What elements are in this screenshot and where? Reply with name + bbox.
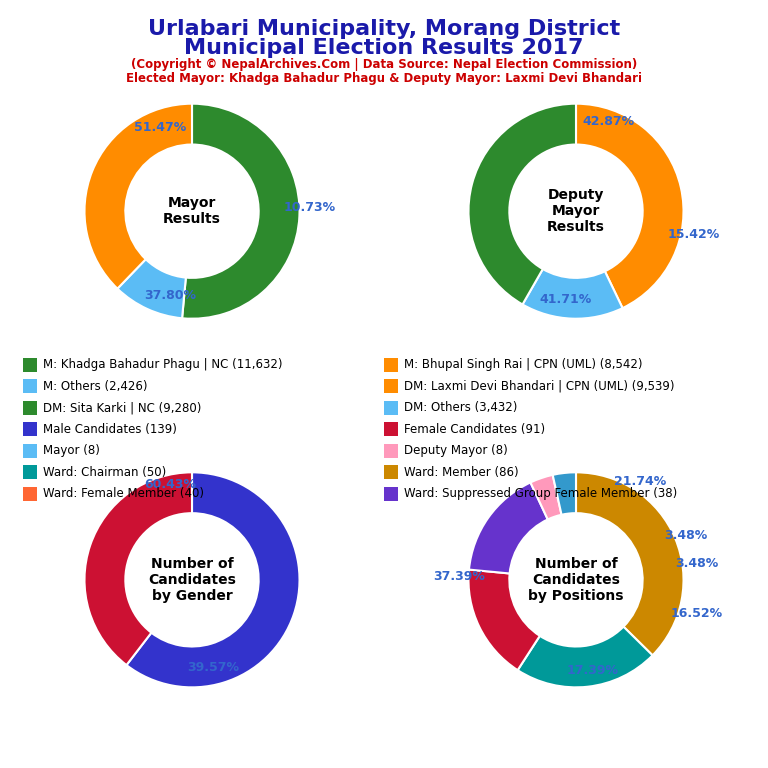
Wedge shape [84, 472, 192, 665]
Text: 3.48%: 3.48% [664, 529, 707, 542]
Wedge shape [518, 627, 653, 687]
Wedge shape [84, 104, 192, 289]
Text: Ward: Chairman (50): Ward: Chairman (50) [43, 466, 166, 478]
Bar [384, 401, 398, 415]
Wedge shape [118, 260, 186, 318]
Text: DM: Sita Karki | NC (9,280): DM: Sita Karki | NC (9,280) [43, 402, 201, 414]
Text: Ward: Member (86): Ward: Member (86) [404, 466, 518, 478]
Text: 17.39%: 17.39% [566, 664, 618, 677]
Wedge shape [553, 472, 576, 515]
Text: DM: Others (3,432): DM: Others (3,432) [404, 402, 518, 414]
Text: 39.57%: 39.57% [187, 661, 240, 674]
Text: M: Others (2,426): M: Others (2,426) [43, 380, 147, 392]
Text: 41.71%: 41.71% [539, 293, 591, 306]
Text: 42.87%: 42.87% [582, 115, 634, 128]
Bar [23, 379, 37, 393]
Text: Mayor (8): Mayor (8) [43, 445, 100, 457]
Text: 37.80%: 37.80% [144, 290, 197, 303]
Wedge shape [468, 570, 540, 670]
Text: 21.74%: 21.74% [614, 475, 666, 488]
Bar [23, 487, 37, 501]
Bar [384, 379, 398, 393]
Text: Number of
Candidates
by Positions: Number of Candidates by Positions [528, 557, 624, 603]
Wedge shape [576, 104, 684, 308]
Wedge shape [522, 269, 623, 319]
Text: 15.42%: 15.42% [667, 228, 720, 241]
Bar [23, 358, 37, 372]
Bar [384, 422, 398, 436]
Bar [384, 487, 398, 501]
Text: 37.39%: 37.39% [432, 570, 485, 583]
Bar [23, 401, 37, 415]
Bar [384, 465, 398, 479]
Text: Ward: Female Member (40): Ward: Female Member (40) [43, 488, 204, 500]
Text: Male Candidates (139): Male Candidates (139) [43, 423, 177, 435]
Wedge shape [182, 104, 300, 319]
Text: Municipal Election Results 2017: Municipal Election Results 2017 [184, 38, 584, 58]
Wedge shape [576, 472, 684, 655]
Text: Ward: Suppressed Group Female Member (38): Ward: Suppressed Group Female Member (38… [404, 488, 677, 500]
Text: 60.43%: 60.43% [144, 478, 197, 492]
Text: Mayor
Results: Mayor Results [163, 196, 221, 227]
Bar [384, 358, 398, 372]
Text: M: Khadga Bahadur Phagu | NC (11,632): M: Khadga Bahadur Phagu | NC (11,632) [43, 359, 283, 371]
Text: Number of
Candidates
by Gender: Number of Candidates by Gender [148, 557, 236, 603]
Text: 51.47%: 51.47% [134, 121, 186, 134]
Text: Elected Mayor: Khadga Bahadur Phagu & Deputy Mayor: Laxmi Devi Bhandari: Elected Mayor: Khadga Bahadur Phagu & De… [126, 72, 642, 85]
Text: Female Candidates (91): Female Candidates (91) [404, 423, 545, 435]
Wedge shape [127, 472, 300, 687]
Text: DM: Laxmi Devi Bhandari | CPN (UML) (9,539): DM: Laxmi Devi Bhandari | CPN (UML) (9,5… [404, 380, 674, 392]
Wedge shape [468, 104, 576, 304]
Bar [23, 444, 37, 458]
Text: Urlabari Municipality, Morang District: Urlabari Municipality, Morang District [148, 19, 620, 39]
Text: M: Bhupal Singh Rai | CPN (UML) (8,542): M: Bhupal Singh Rai | CPN (UML) (8,542) [404, 359, 643, 371]
Bar [23, 465, 37, 479]
Text: Deputy
Mayor
Results: Deputy Mayor Results [547, 188, 605, 234]
Text: 3.48%: 3.48% [675, 557, 718, 570]
Text: 10.73%: 10.73% [283, 201, 336, 214]
Text: Deputy Mayor (8): Deputy Mayor (8) [404, 445, 508, 457]
Wedge shape [469, 482, 548, 574]
Text: (Copyright © NepalArchives.Com | Data Source: Nepal Election Commission): (Copyright © NepalArchives.Com | Data So… [131, 58, 637, 71]
Wedge shape [531, 475, 561, 519]
Bar [384, 444, 398, 458]
Bar [23, 422, 37, 436]
Text: 16.52%: 16.52% [670, 607, 723, 621]
